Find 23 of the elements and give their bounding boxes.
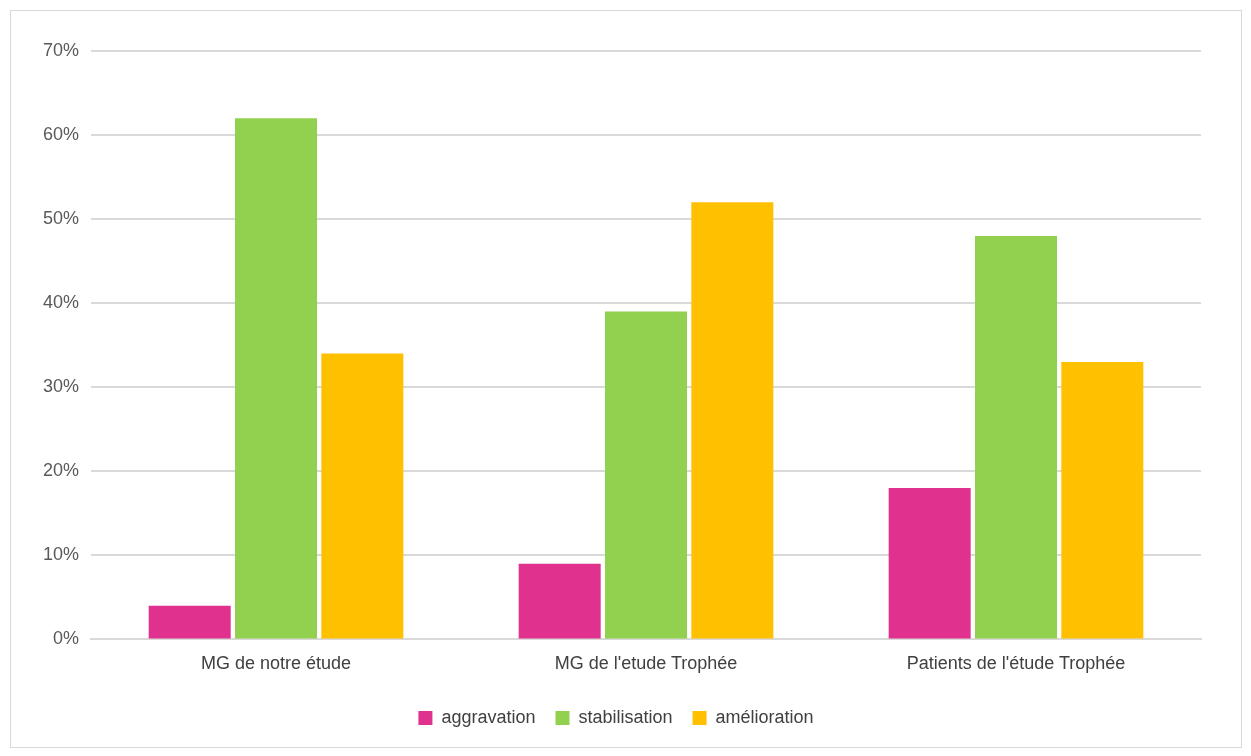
x-tick-label: MG de notre étude — [200, 653, 352, 674]
bar — [148, 605, 231, 639]
y-tick-label: 0% — [53, 628, 80, 649]
y-tick-label: 40% — [43, 292, 80, 313]
y-tick-label: 10% — [43, 544, 80, 565]
bar — [321, 353, 404, 639]
y-tick-label: 60% — [43, 124, 80, 145]
bar — [235, 118, 318, 639]
bar — [518, 563, 601, 639]
y-tick-label: 20% — [43, 460, 80, 481]
legend-label: aggravation — [441, 706, 536, 727]
x-tick-label: MG de l'etude Trophée — [554, 653, 738, 674]
y-tick-label: 70% — [43, 39, 80, 60]
bar — [1061, 362, 1144, 639]
legend-label: amélioration — [715, 706, 814, 727]
legend-label: stabilisation — [578, 706, 673, 727]
bar — [888, 488, 971, 639]
y-tick-label: 50% — [43, 208, 80, 229]
bar — [691, 202, 774, 639]
y-tick-label: 30% — [43, 376, 80, 397]
x-tick-label: Patients de l'étude Trophée — [906, 653, 1126, 674]
bar — [975, 235, 1058, 639]
bar — [605, 311, 688, 639]
